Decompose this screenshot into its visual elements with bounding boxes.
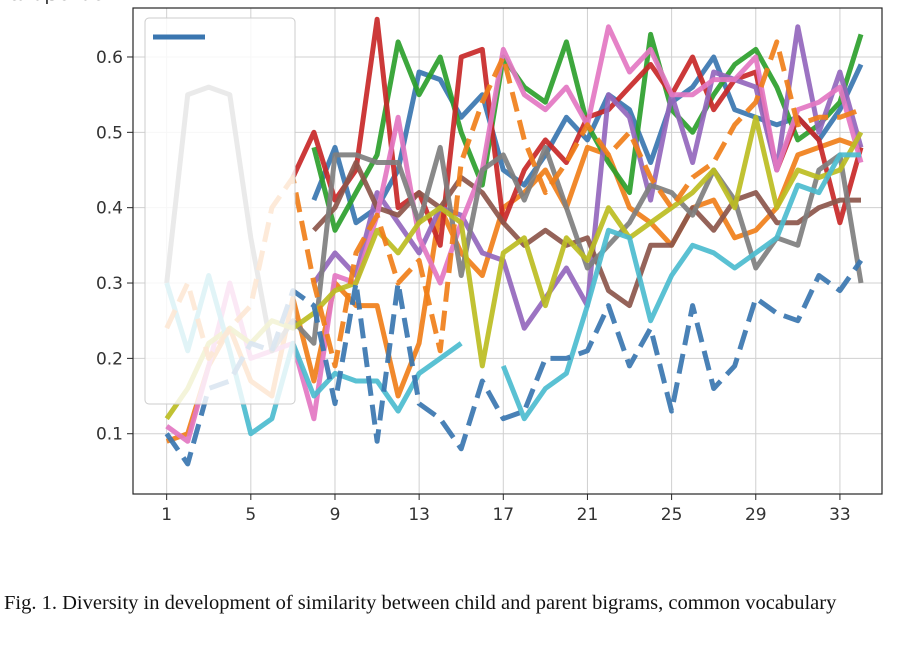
y-tick-label: 0.1 [96, 425, 123, 445]
x-tick-label: 9 [330, 505, 341, 525]
line-chart: 1 5 9 13 17 21 25 29 33 0.1 0.2 0.3 0.4 0.5 0.6 Sessio… [0, 0, 883, 525]
x-tick-label: 13 [408, 505, 430, 525]
y-tick-label: 0.2 [96, 349, 123, 369]
series-line-warr [164, 39, 862, 369]
x-tick-label: 1 [161, 505, 172, 525]
series-line-gail [312, 160, 861, 309]
x-tick-label: 21 [577, 505, 599, 525]
y-tick-label: 0.4 [96, 199, 123, 219]
legend-box [144, 17, 296, 405]
y-tick-label: 0.3 [96, 274, 123, 294]
figure-caption: Fig. 1. Diversity in development of simi… [4, 592, 837, 614]
axis-ticks: 1 5 9 13 17 21 25 29 33 0.1 0.2 0.3 0.4 0.5 0.6 [96, 48, 851, 525]
x-axis-label: Session Number [0, 0, 78, 5]
x-tick-label: 29 [745, 505, 767, 525]
x-tick-label: 33 [829, 505, 851, 525]
y-tick-label: 0.5 [96, 123, 123, 143]
y-tick-label: 0.6 [96, 48, 123, 68]
x-tick-label: 17 [492, 505, 514, 525]
plot-frame [132, 7, 883, 495]
x-tick-label: 25 [661, 505, 683, 525]
legend [144, 17, 296, 405]
x-tick-label: 5 [245, 505, 256, 525]
y-axis-label: Morisita's Overlap Index [0, 0, 115, 5]
